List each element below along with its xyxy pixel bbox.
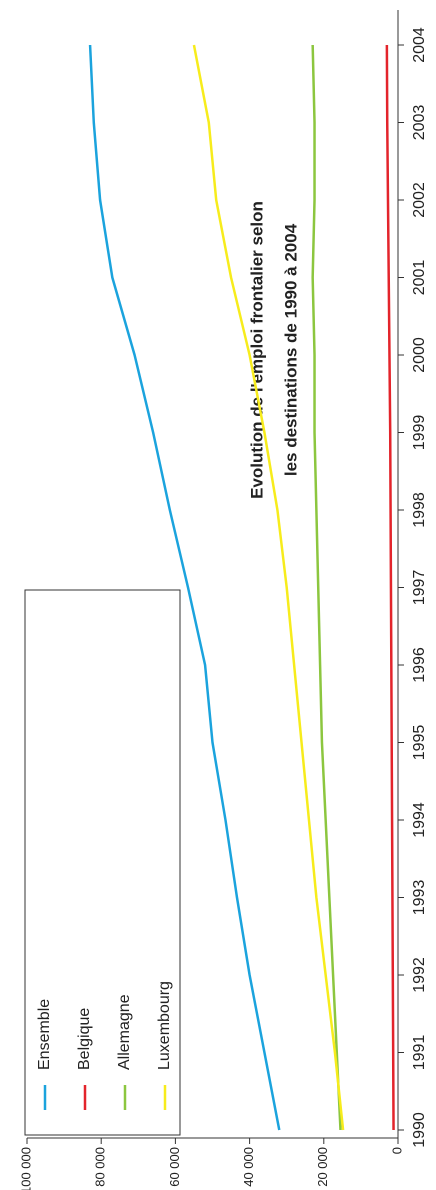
x-tick-label: 2000 <box>411 337 428 373</box>
series-line <box>192 44 345 1131</box>
series-line <box>88 44 281 1131</box>
x-tick-label: 1996 <box>411 647 428 683</box>
rotated-chart: Evolution de l'emploi frontalier selon l… <box>18 10 428 1190</box>
x-tick-label: 2004 <box>411 27 428 63</box>
x-tick-label: 1998 <box>411 492 428 528</box>
y-tick-label: 100 000 <box>18 1147 33 1190</box>
y-tick-label: 0 <box>389 1147 404 1154</box>
chart-title: Evolution de l'emploi frontalier selon <box>247 201 266 499</box>
x-tick-label: 2002 <box>411 182 428 218</box>
y-tick-label: 40 000 <box>241 1147 256 1187</box>
x-tick-label: 1997 <box>411 570 428 606</box>
y-tick-label: 60 000 <box>167 1147 182 1187</box>
legend-label: Ensemble <box>36 999 53 1070</box>
legend-box <box>24 589 181 1136</box>
legend-label: Luxembourg <box>156 981 173 1070</box>
x-tick-label: 1999 <box>411 415 428 451</box>
x-tick-label: 1992 <box>411 957 428 993</box>
y-tick-label: 80 000 <box>93 1147 108 1187</box>
legend-label: Allemagne <box>116 994 133 1070</box>
legend-label: Belgique <box>76 1008 93 1070</box>
series-line <box>385 44 395 1131</box>
x-tick-label: 1993 <box>411 880 428 916</box>
x-tick-label: 1994 <box>411 802 428 838</box>
y-tick-label: 20 000 <box>315 1147 330 1187</box>
x-tick-label: 2001 <box>411 260 428 296</box>
chart-title: les destinations de 1990 à 2004 <box>281 223 300 476</box>
x-tick-label: 1990 <box>411 1112 428 1148</box>
x-tick-label: 1991 <box>411 1035 428 1071</box>
x-tick-label: 2003 <box>411 105 428 141</box>
series-line <box>311 44 342 1131</box>
x-tick-label: 1995 <box>411 725 428 761</box>
